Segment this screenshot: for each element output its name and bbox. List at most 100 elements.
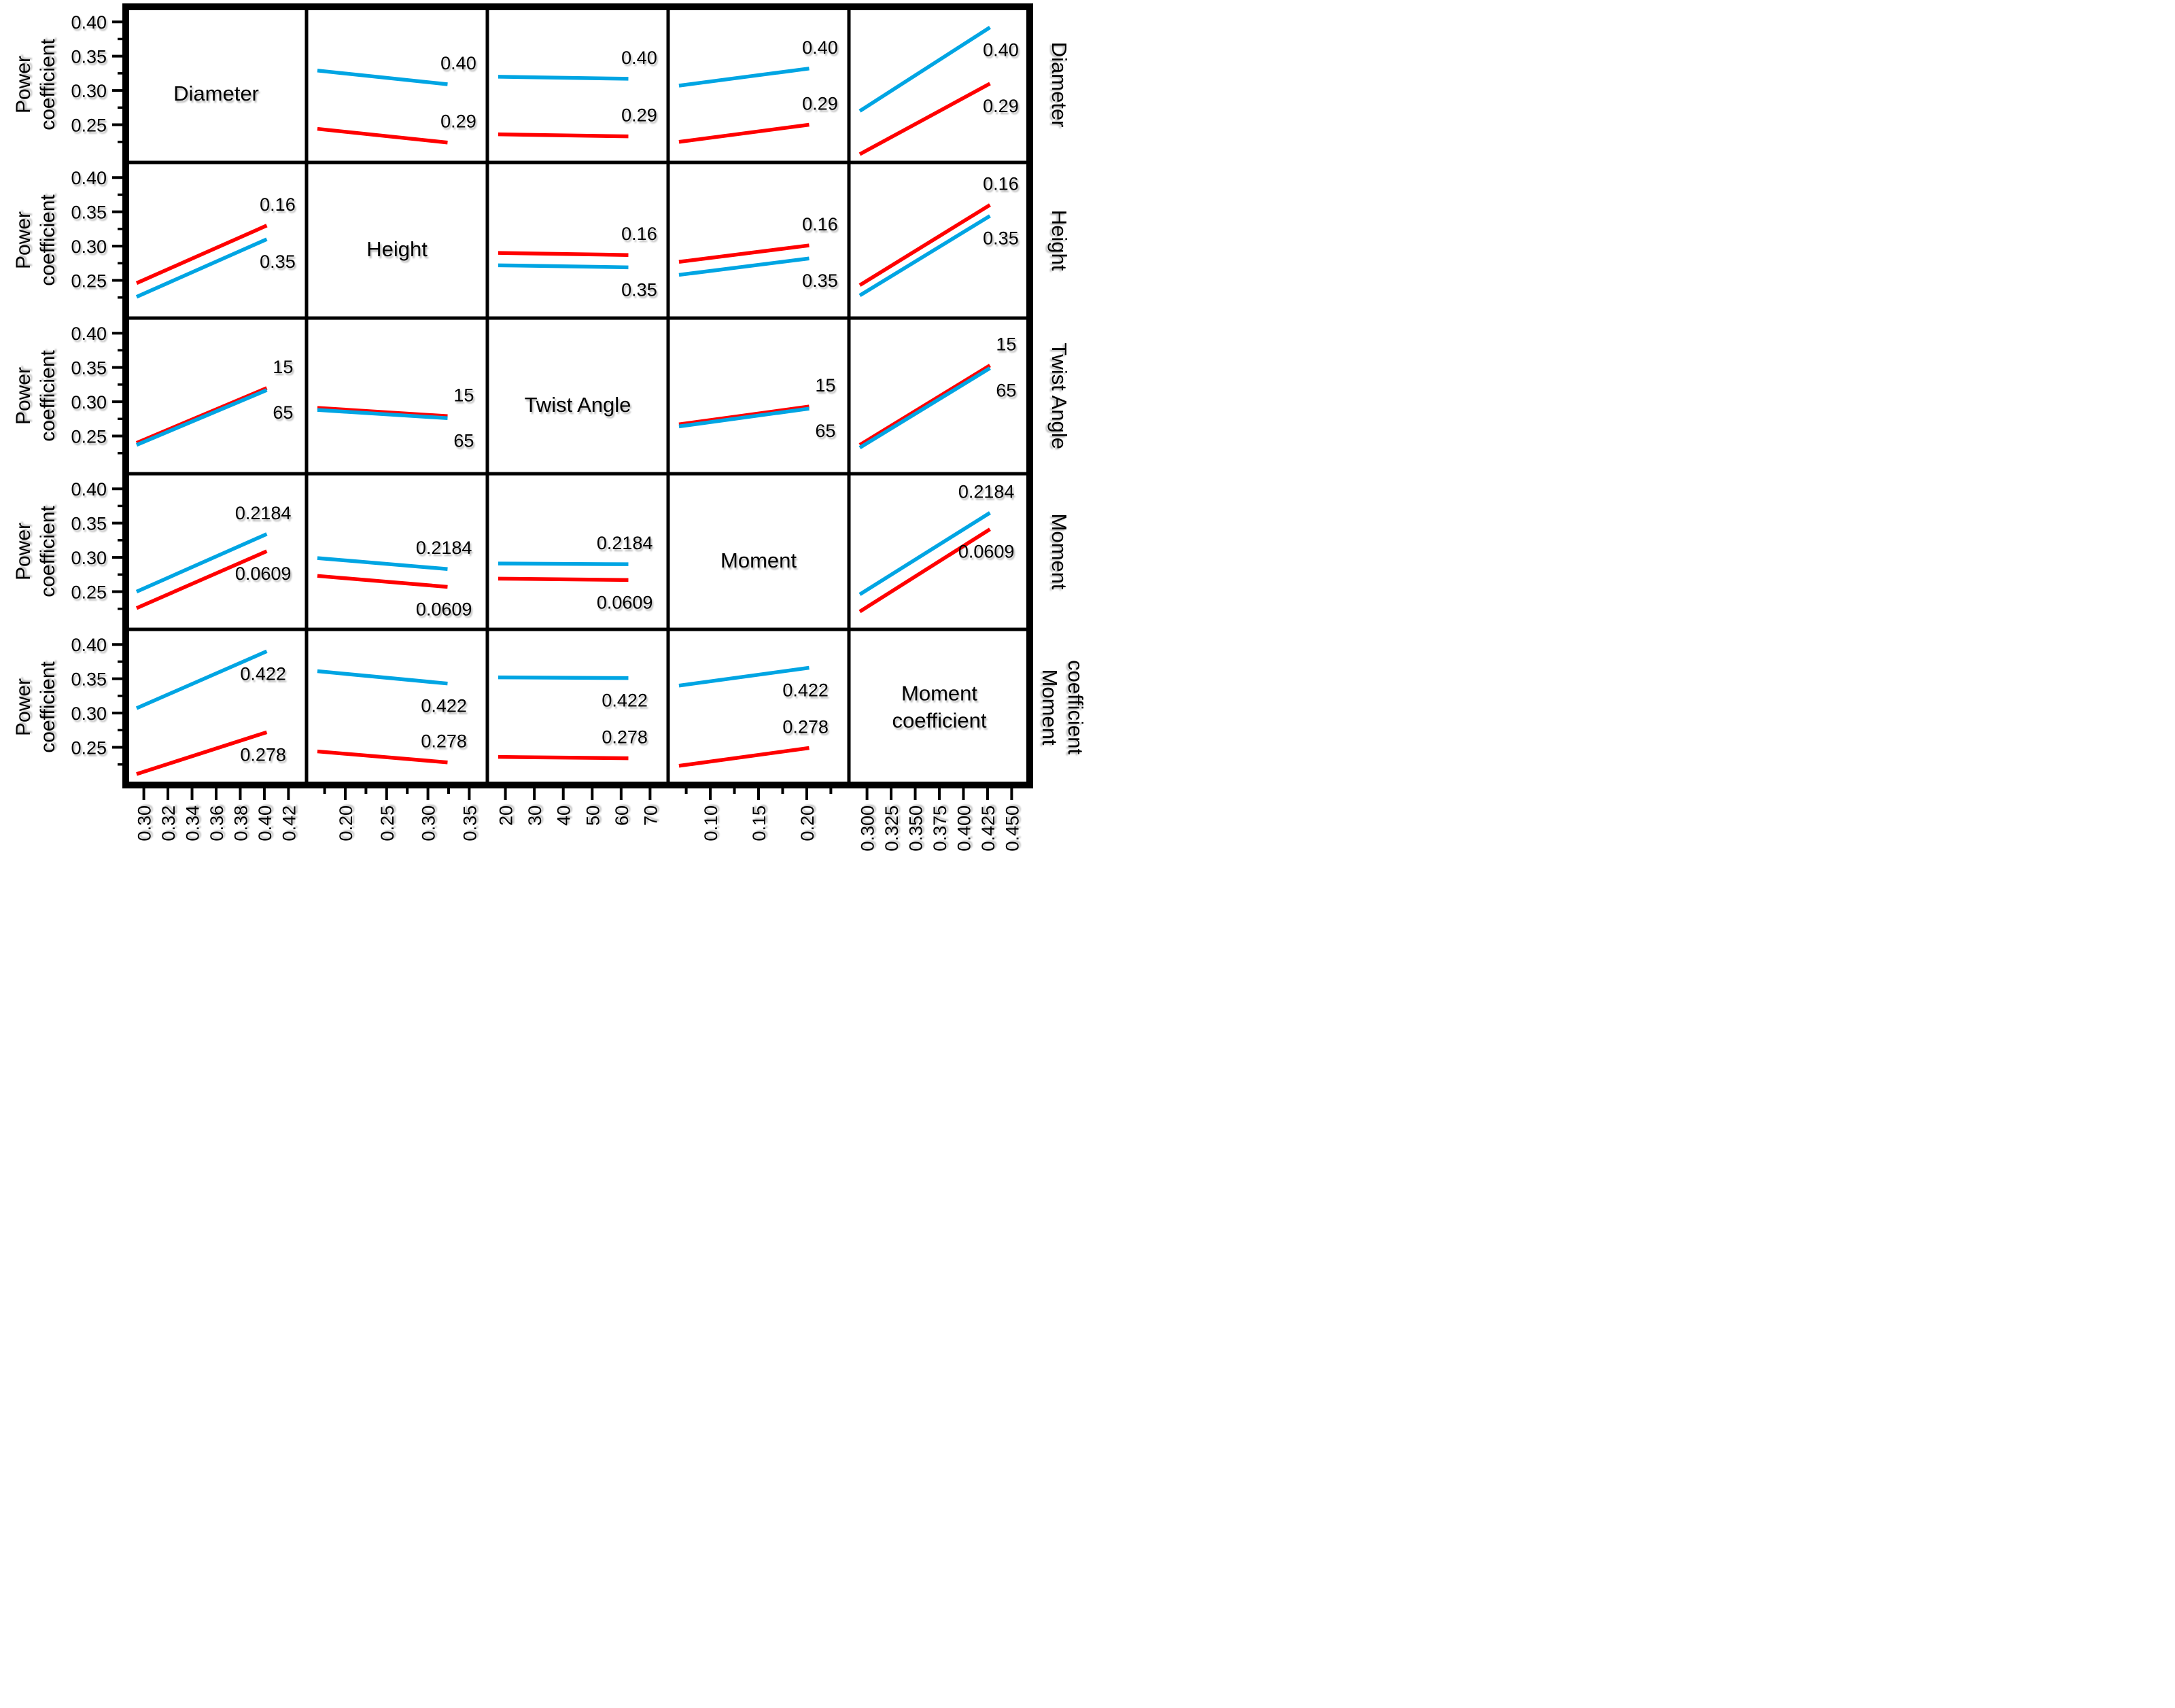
effect-line-cyan <box>135 649 268 710</box>
y-axis-title: Power <box>12 678 35 736</box>
effect-line-cyan <box>317 408 448 421</box>
y-tick-label: 0.40 <box>71 168 107 188</box>
effect-line-red <box>858 527 991 614</box>
effect-line-red <box>858 364 991 447</box>
line-level-label: 15 <box>273 357 293 377</box>
diagonal-factor-label: Height <box>366 237 428 261</box>
effect-line-cyan <box>135 237 268 299</box>
x-tick-label: 0.32 <box>158 805 179 841</box>
diagonal-factor-label: Moment <box>720 548 797 572</box>
y-axis-title: Power <box>12 211 35 269</box>
effect-line-red <box>498 576 629 582</box>
y-tick-label: 0.30 <box>71 237 107 257</box>
line-level-label: 0.35 <box>621 279 657 300</box>
y-axis-title: coefficient <box>37 194 59 286</box>
effect-line-cyan <box>858 25 991 113</box>
line-level-label: 0.35 <box>260 251 296 272</box>
effect-line-red <box>317 749 448 765</box>
line-level-label: 0.422 <box>782 680 829 700</box>
effect-line-cyan <box>858 366 991 450</box>
y-tick-label: 0.40 <box>71 635 107 655</box>
effect-line-red <box>317 406 448 419</box>
y-tick-label: 0.25 <box>71 582 107 603</box>
x-tick-label: 0.36 <box>207 805 227 841</box>
y-tick-label: 0.25 <box>71 116 107 136</box>
y-tick-label: 0.30 <box>71 392 107 413</box>
row-factor-label: Moment <box>1038 669 1062 746</box>
line-level-label: 0.29 <box>983 96 1019 116</box>
x-tick-label: 0.400 <box>954 805 974 852</box>
x-tick-label: 0.350 <box>906 805 926 852</box>
line-level-label: 0.278 <box>421 731 467 752</box>
line-level-label: 0.278 <box>240 744 286 765</box>
effect-line-red <box>498 754 629 761</box>
effect-line-cyan <box>678 67 810 88</box>
y-tick-label: 0.35 <box>71 358 107 379</box>
line-level-label: 0.0609 <box>597 592 653 612</box>
effect-line-cyan <box>858 214 991 298</box>
effect-line-cyan <box>317 556 448 571</box>
effect-line-cyan <box>678 406 810 429</box>
line-level-label: 0.422 <box>421 696 467 716</box>
line-level-label: 0.16 <box>802 214 838 234</box>
x-tick-label: 20 <box>496 805 517 826</box>
effect-line-red <box>136 730 268 776</box>
y-tick-label: 0.25 <box>71 427 107 447</box>
x-tick-label: 0.38 <box>230 805 251 841</box>
grid-outer-frame <box>122 3 1033 788</box>
line-level-label: 0.278 <box>602 727 648 748</box>
interaction-plot-matrix-canvas: Diameter 0.40 0.29 0.40 0.29 0.40 0.29 0.40 0.29… <box>0 0 1088 854</box>
line-level-label: 0.16 <box>260 194 296 215</box>
diagonal-factor-label: Twist Angle <box>525 393 631 417</box>
line-level-label: 0.29 <box>621 105 657 126</box>
x-tick-label: 30 <box>525 805 545 826</box>
line-level-label: 0.0609 <box>235 563 292 584</box>
x-tick-label: 0.10 <box>701 805 721 841</box>
line-level-label: 0.40 <box>621 48 657 68</box>
x-tick-label: 60 <box>612 805 632 826</box>
line-level-label: 0.35 <box>802 271 838 291</box>
line-level-label: 0.29 <box>440 111 476 132</box>
y-tick-label: 0.30 <box>71 703 107 724</box>
line-level-label: 65 <box>273 402 293 423</box>
effect-line-red <box>135 386 268 445</box>
diagonal-factor-label: Moment <box>901 682 977 705</box>
x-tick-label: 0.15 <box>749 805 769 841</box>
effect-line-cyan <box>135 532 268 594</box>
y-tick-label: 0.25 <box>71 271 107 292</box>
effect-line-red <box>135 549 268 610</box>
effect-line-cyan <box>498 75 629 81</box>
line-level-label: 15 <box>996 334 1016 355</box>
x-tick-label: 70 <box>640 805 661 826</box>
effect-line-cyan <box>678 256 810 277</box>
effect-line-red <box>498 251 629 257</box>
x-tick-label: 0.30 <box>419 805 439 841</box>
line-level-label: 0.422 <box>240 663 286 684</box>
diagonal-factor-label: Diameter <box>173 82 259 105</box>
effect-line-red <box>317 574 448 589</box>
line-level-label: 0.2184 <box>235 503 292 523</box>
line-level-label: 65 <box>815 421 835 441</box>
effect-line-red <box>678 122 810 144</box>
x-tick-label: 0.30 <box>135 805 155 841</box>
row-factor-label: Twist Angle <box>1047 343 1071 449</box>
line-level-label: 0.2184 <box>416 538 472 558</box>
x-tick-label: 0.425 <box>978 805 998 852</box>
line-level-label: 0.2184 <box>597 533 653 553</box>
effect-line-red <box>135 224 268 285</box>
effect-line-cyan <box>498 263 629 270</box>
row-factor-label: Diameter <box>1047 42 1071 128</box>
line-level-label: 0.40 <box>802 37 838 58</box>
y-axis-title: Power <box>12 56 35 114</box>
diagonal-factor-label: coefficient <box>892 709 986 733</box>
row-factor-label: coefficient <box>1064 660 1088 754</box>
y-tick-label: 0.40 <box>71 324 107 344</box>
row-factor-label: Moment <box>1047 514 1071 590</box>
y-axis-title: coefficient <box>37 350 59 442</box>
y-axis-title: coefficient <box>37 506 59 597</box>
effect-line-cyan <box>678 665 810 688</box>
y-tick-label: 0.35 <box>71 203 107 223</box>
y-axis-title: Power <box>12 367 35 425</box>
x-tick-label: 0.25 <box>377 805 398 841</box>
line-level-label: 65 <box>996 381 1016 401</box>
